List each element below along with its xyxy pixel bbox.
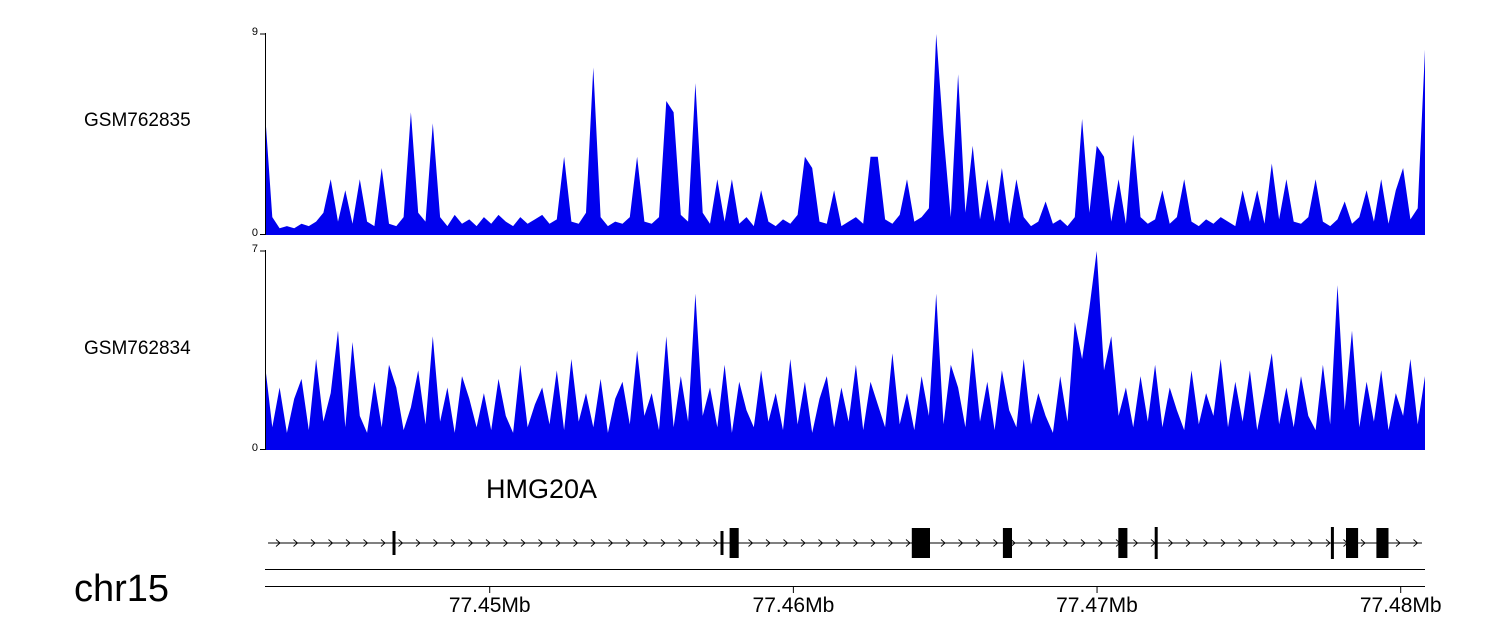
strand-arrow-icon (888, 539, 894, 547)
strand-arrow-icon (905, 539, 911, 547)
strand-arrow-icon (1395, 539, 1401, 547)
strand-arrow-icon (1360, 539, 1366, 547)
strand-arrow-icon (1168, 539, 1174, 547)
strand-arrow-icon (800, 539, 806, 547)
strand-arrow-icon (695, 539, 701, 547)
strand-arrow-icon (1255, 539, 1261, 547)
strand-arrow-icon (1203, 539, 1209, 547)
strand-arrow-icon (765, 539, 771, 547)
coverage-area (265, 251, 1425, 450)
axis-tick-label: 77.45Mb (449, 594, 531, 617)
coverage-area (265, 34, 1425, 235)
strand-arrow-icon (450, 539, 456, 547)
strand-arrow-icon (1063, 539, 1069, 547)
strand-arrow-icon (993, 539, 999, 547)
strand-arrow-icon (433, 539, 439, 547)
y-axis-min-label-track2: 0 (251, 442, 258, 454)
gene-name-label: HMG20A (486, 474, 598, 504)
strand-arrow-icon (1185, 539, 1191, 547)
strand-arrow-icon (328, 539, 334, 547)
exon (1002, 528, 1012, 558)
strand-arrow-icon (485, 539, 491, 547)
strand-arrow-icon (643, 539, 649, 547)
strand-arrow-icon (503, 539, 509, 547)
strand-arrow-icon (1413, 539, 1419, 547)
strand-arrow-icon (853, 539, 859, 547)
exon (1154, 527, 1158, 559)
strand-arrow-icon (345, 539, 351, 547)
strand-arrow-icon (940, 539, 946, 547)
axis-tick-label: 77.47Mb (1056, 594, 1138, 617)
strand-arrow-icon (660, 539, 666, 547)
strand-arrow-icon (363, 539, 369, 547)
strand-arrow-icon (1290, 539, 1296, 547)
coverage-plot-gsm762835 (260, 33, 1425, 235)
strand-arrow-icon (415, 539, 421, 547)
gene-model-track (268, 527, 1422, 559)
exon (1376, 528, 1389, 558)
strand-arrow-icon (748, 539, 754, 547)
strand-arrow-icon (1133, 539, 1139, 547)
strand-arrow-icon (835, 539, 841, 547)
strand-arrow-icon (310, 539, 316, 547)
strand-arrow-icon (590, 539, 596, 547)
strand-arrow-icon (1045, 539, 1051, 547)
strand-arrow-icon (1098, 539, 1104, 547)
exon (1330, 527, 1334, 559)
exon (720, 531, 724, 555)
chromosome-label: chr15 (74, 568, 170, 610)
strand-arrow-icon (398, 539, 404, 547)
strand-arrow-icon (678, 539, 684, 547)
strand-arrow-icon (380, 539, 386, 547)
track-label-gsm762834: GSM762834 (84, 338, 191, 359)
strand-arrow-icon (1080, 539, 1086, 547)
strand-arrow-icon (608, 539, 614, 547)
strand-arrow-icon (468, 539, 474, 547)
strand-arrow-icon (958, 539, 964, 547)
axis-tick-label: 77.48Mb (1360, 594, 1442, 617)
strand-arrow-icon (783, 539, 789, 547)
coverage-plot-gsm762834 (260, 250, 1425, 450)
strand-arrow-icon (275, 539, 281, 547)
genome-axis-track: 77.45Mb 77.46Mb 77.47Mb 77.48Mb (265, 569, 1442, 617)
y-axis-max-label-track1: 9 (251, 26, 258, 38)
axis-tick-label: 77.46Mb (753, 594, 835, 617)
strand-arrow-icon (555, 539, 561, 547)
exon (1118, 528, 1128, 558)
strand-arrow-icon (1238, 539, 1244, 547)
strand-arrow-icon (538, 539, 544, 547)
strand-arrow-icon (573, 539, 579, 547)
strand-arrow-icon (975, 539, 981, 547)
strand-arrow-icon (520, 539, 526, 547)
strand-arrow-icon (713, 539, 719, 547)
strand-arrow-icon (1325, 539, 1331, 547)
strand-arrow-icon (1010, 539, 1016, 547)
y-axis-max-label-track2: 7 (251, 243, 258, 255)
strand-arrow-icon (1308, 539, 1314, 547)
strand-arrow-icon (1273, 539, 1279, 547)
y-axis-min-label-track1: 0 (251, 227, 258, 239)
exon (911, 528, 930, 558)
strand-arrow-icon (818, 539, 824, 547)
exon (729, 528, 739, 558)
strand-arrow-icon (293, 539, 299, 547)
strand-arrow-icon (1028, 539, 1034, 547)
strand-arrow-icon (1220, 539, 1226, 547)
exon (392, 531, 396, 555)
exon (1346, 528, 1359, 558)
strand-arrow-icon (870, 539, 876, 547)
strand-arrow-icon (625, 539, 631, 547)
track-label-gsm762835: GSM762835 (84, 110, 191, 131)
